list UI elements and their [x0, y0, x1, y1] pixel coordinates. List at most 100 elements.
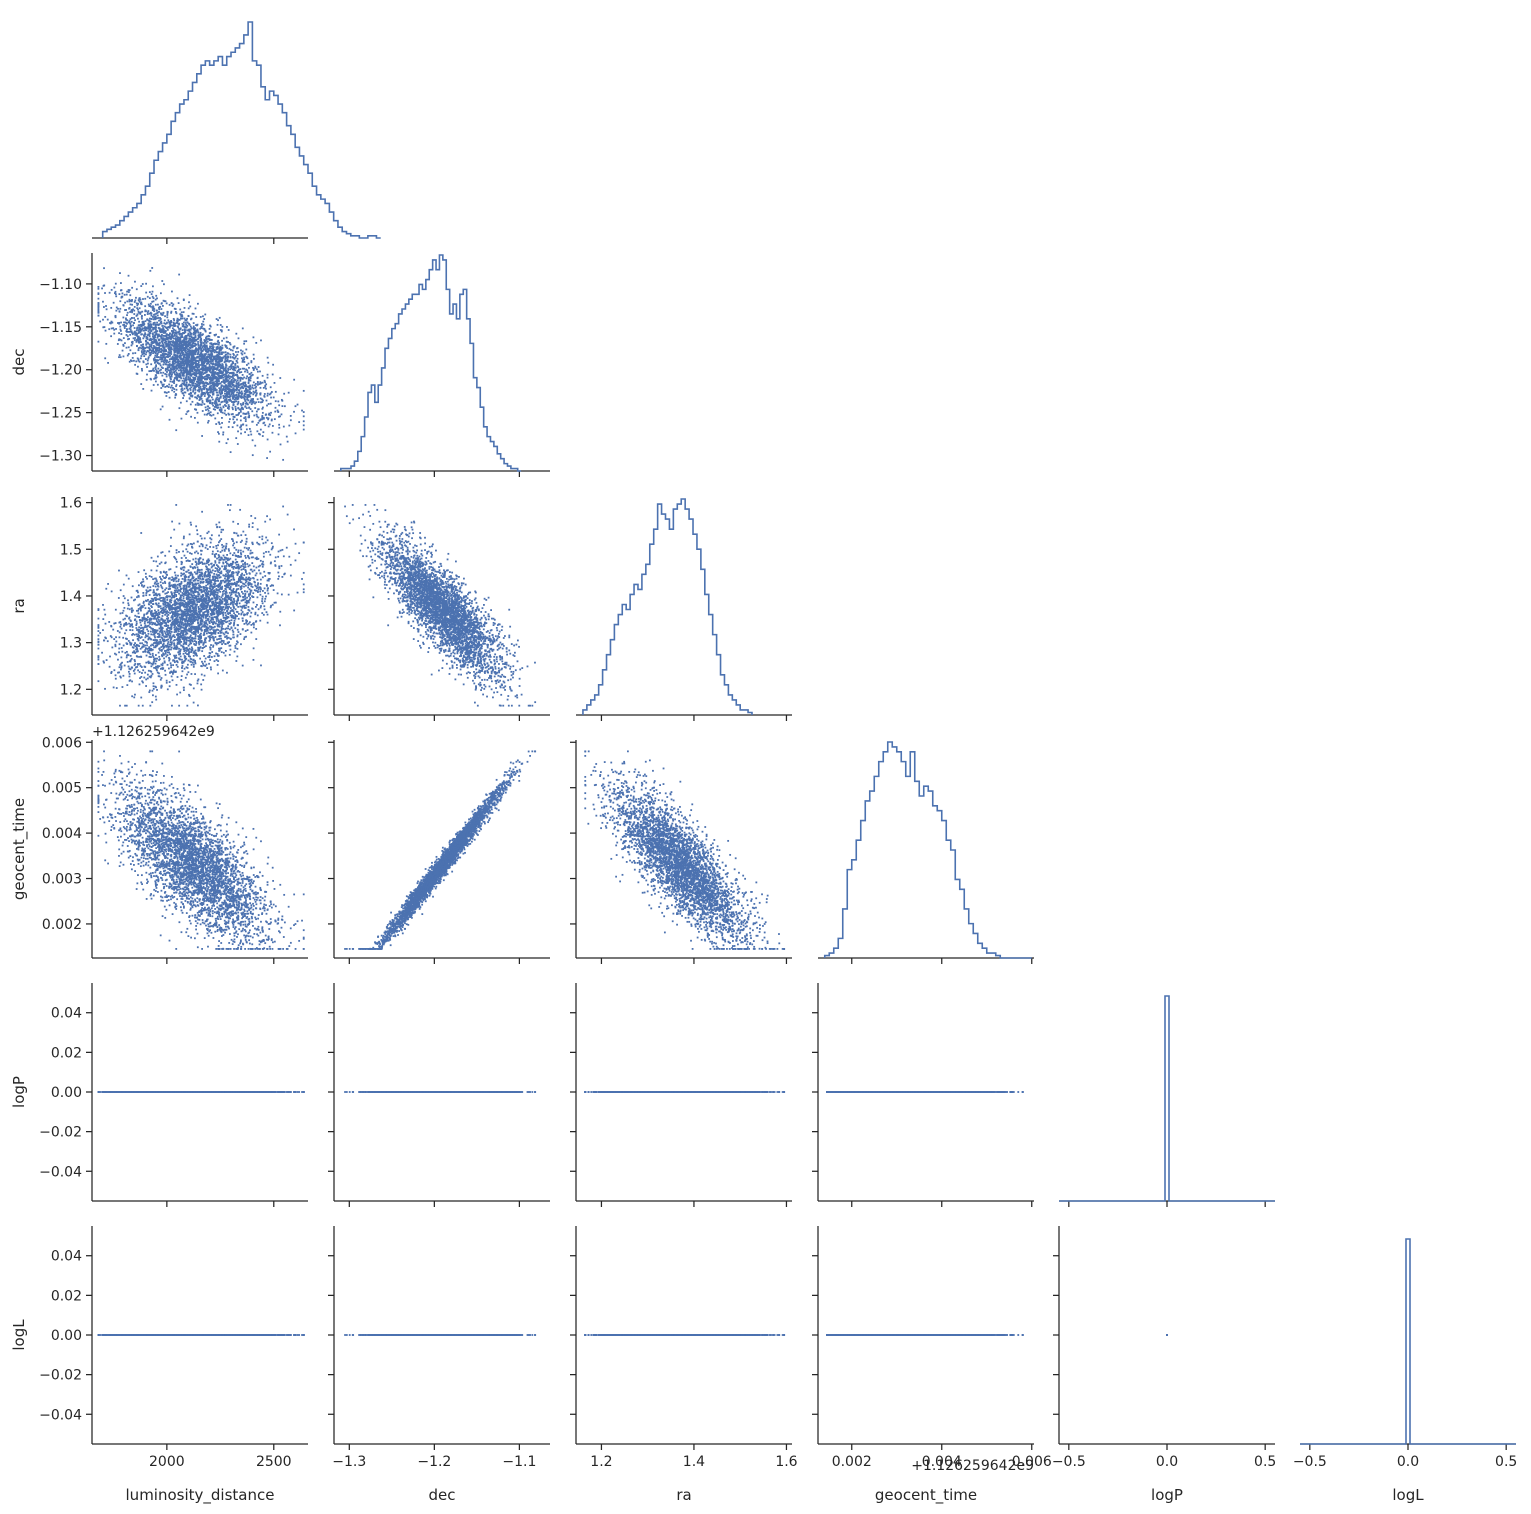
- scatter-point: [119, 293, 121, 295]
- scatter-point: [181, 418, 183, 420]
- scatter-point: [163, 362, 165, 364]
- scatter-point: [203, 387, 205, 389]
- scatter-point: [269, 394, 271, 396]
- scatter-point: [258, 433, 260, 435]
- scatter-point: [179, 329, 181, 331]
- scatter-point: [115, 295, 117, 297]
- scatter-point: [245, 418, 247, 420]
- scatter-point: [290, 415, 292, 417]
- scatter-point: [210, 411, 212, 413]
- scatter-point: [150, 324, 152, 326]
- scatter-point: [225, 388, 227, 390]
- scatter-point: [239, 380, 241, 382]
- scatter-point: [248, 377, 250, 379]
- scatter-point: [164, 347, 166, 349]
- scatter-point: [140, 383, 142, 385]
- scatter-point: [197, 422, 199, 424]
- scatter-point: [215, 423, 217, 425]
- scatter-point: [254, 407, 256, 409]
- scatter-point: [134, 319, 136, 321]
- scatter-point: [143, 355, 145, 357]
- scatter-point: [179, 309, 181, 311]
- scatter-point: [183, 395, 185, 397]
- scatter-point: [164, 315, 166, 317]
- y-tick-label: −1.25: [39, 406, 82, 422]
- scatter-point: [215, 343, 217, 345]
- scatter-point: [157, 359, 159, 361]
- scatter-point: [119, 354, 121, 356]
- scatter-point: [130, 329, 132, 331]
- scatter-point: [169, 419, 171, 421]
- scatter-point: [133, 313, 135, 315]
- scatter-point: [180, 363, 182, 365]
- scatter-point: [247, 371, 249, 373]
- scatter-point: [163, 354, 165, 356]
- scatter-point: [235, 400, 237, 402]
- scatter-point: [220, 324, 222, 326]
- scatter-point: [193, 373, 195, 375]
- scatter-point: [149, 297, 151, 299]
- scatter-point: [141, 315, 143, 317]
- scatter-point: [135, 332, 137, 334]
- scatter-point: [243, 340, 245, 342]
- scatter-point: [214, 351, 216, 353]
- scatter-point: [266, 405, 268, 407]
- scatter-point: [136, 373, 138, 375]
- scatter-point: [253, 382, 255, 384]
- scatter-point: [207, 338, 209, 340]
- scatter-point: [245, 340, 247, 342]
- scatter-point: [151, 338, 153, 340]
- scatter-point: [167, 329, 169, 331]
- scatter-point: [241, 405, 243, 407]
- scatter-point: [184, 307, 186, 309]
- scatter-point: [147, 338, 149, 340]
- scatter-point: [231, 364, 233, 366]
- scatter-point: [197, 330, 199, 332]
- scatter-point: [156, 310, 158, 312]
- scatter-point: [189, 338, 191, 340]
- scatter-point: [240, 424, 242, 426]
- scatter-point: [122, 350, 124, 352]
- scatter-point: [199, 354, 201, 356]
- scatter-point: [111, 289, 113, 291]
- scatter-point: [201, 435, 203, 437]
- scatter-point: [221, 365, 223, 367]
- scatter-point: [222, 434, 224, 436]
- scatter-point: [181, 341, 183, 343]
- scatter-point: [236, 360, 238, 362]
- scatter-point: [182, 397, 184, 399]
- scatter-point: [261, 417, 263, 419]
- scatter-point: [253, 369, 255, 371]
- scatter-point: [226, 398, 228, 400]
- scatter-point: [251, 410, 253, 412]
- scatter-point: [167, 337, 169, 339]
- scatter-point: [259, 371, 261, 373]
- scatter-point: [125, 330, 127, 332]
- scatter-point: [140, 341, 142, 343]
- scatter-point: [131, 309, 133, 311]
- scatter-point: [145, 340, 147, 342]
- scatter-point: [169, 397, 171, 399]
- scatter-point: [165, 395, 167, 397]
- scatter-point: [295, 432, 297, 434]
- scatter-point: [181, 357, 183, 359]
- scatter-point: [169, 332, 171, 334]
- scatter-point: [202, 410, 204, 412]
- scatter-point: [158, 308, 160, 310]
- scatter-point: [126, 314, 128, 316]
- scatter-point: [257, 430, 259, 432]
- scatter-point: [279, 377, 281, 379]
- scatter-point: [171, 371, 173, 373]
- scatter-point: [184, 372, 186, 374]
- scatter-point: [277, 411, 279, 413]
- scatter-point: [243, 368, 245, 370]
- scatter-point: [155, 304, 157, 306]
- scatter-point: [175, 429, 177, 431]
- scatter-point: [205, 338, 207, 340]
- scatter-point: [221, 340, 223, 342]
- scatter-point: [229, 348, 231, 350]
- scatter-point: [248, 363, 250, 365]
- scatter-point: [208, 395, 210, 397]
- scatter-point: [200, 316, 202, 318]
- scatter-point: [155, 299, 157, 301]
